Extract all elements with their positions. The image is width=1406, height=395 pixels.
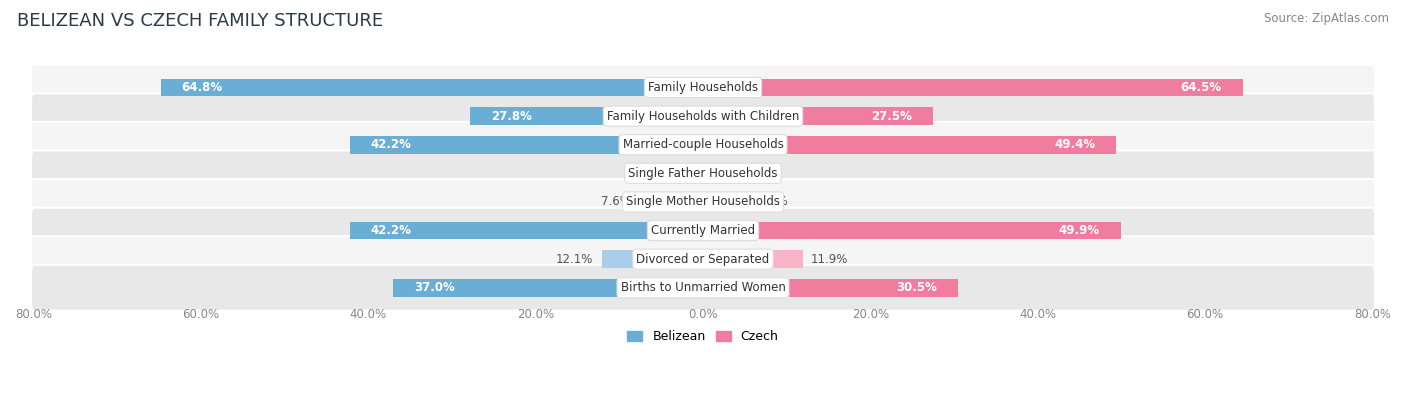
FancyBboxPatch shape: [31, 93, 1375, 139]
Text: 27.8%: 27.8%: [491, 110, 531, 122]
Text: Family Households: Family Households: [648, 81, 758, 94]
Text: Currently Married: Currently Married: [651, 224, 755, 237]
Legend: Belizean, Czech: Belizean, Czech: [623, 325, 783, 348]
Text: 30.5%: 30.5%: [897, 281, 938, 294]
Text: 64.5%: 64.5%: [1181, 81, 1222, 94]
Text: Single Father Households: Single Father Households: [628, 167, 778, 180]
Text: Family Households with Children: Family Households with Children: [607, 110, 799, 122]
Text: 64.8%: 64.8%: [181, 81, 222, 94]
Bar: [350, 222, 703, 239]
Text: 2.3%: 2.3%: [731, 167, 761, 180]
Text: 5.6%: 5.6%: [758, 196, 787, 209]
Bar: [350, 136, 703, 154]
Bar: [471, 107, 703, 125]
Text: Single Mother Households: Single Mother Households: [626, 196, 780, 209]
Text: BELIZEAN VS CZECH FAMILY STRUCTURE: BELIZEAN VS CZECH FAMILY STRUCTURE: [17, 12, 382, 30]
Bar: [703, 107, 934, 125]
Text: 49.4%: 49.4%: [1054, 138, 1095, 151]
Text: 12.1%: 12.1%: [555, 253, 593, 266]
Text: Married-couple Households: Married-couple Households: [623, 138, 783, 151]
Text: 42.2%: 42.2%: [371, 224, 412, 237]
Text: 27.5%: 27.5%: [872, 110, 912, 122]
FancyBboxPatch shape: [31, 265, 1375, 311]
Bar: [602, 250, 703, 268]
Bar: [703, 222, 1121, 239]
FancyBboxPatch shape: [31, 236, 1375, 282]
Text: 11.9%: 11.9%: [811, 253, 848, 266]
Bar: [703, 250, 803, 268]
Text: 49.9%: 49.9%: [1059, 224, 1099, 237]
FancyBboxPatch shape: [31, 65, 1375, 111]
Text: Births to Unmarried Women: Births to Unmarried Women: [620, 281, 786, 294]
FancyBboxPatch shape: [31, 208, 1375, 254]
Bar: [703, 279, 959, 297]
Bar: [160, 79, 703, 96]
Bar: [640, 193, 703, 211]
Text: 2.6%: 2.6%: [643, 167, 673, 180]
Bar: [703, 79, 1243, 96]
Text: 37.0%: 37.0%: [415, 281, 456, 294]
Bar: [703, 193, 749, 211]
Bar: [394, 279, 703, 297]
FancyBboxPatch shape: [31, 150, 1375, 196]
Bar: [703, 136, 1116, 154]
Text: Divorced or Separated: Divorced or Separated: [637, 253, 769, 266]
Bar: [703, 164, 723, 182]
FancyBboxPatch shape: [31, 122, 1375, 167]
FancyBboxPatch shape: [31, 179, 1375, 225]
Text: 7.6%: 7.6%: [602, 196, 631, 209]
Text: Source: ZipAtlas.com: Source: ZipAtlas.com: [1264, 12, 1389, 25]
Bar: [682, 164, 703, 182]
Text: 42.2%: 42.2%: [371, 138, 412, 151]
